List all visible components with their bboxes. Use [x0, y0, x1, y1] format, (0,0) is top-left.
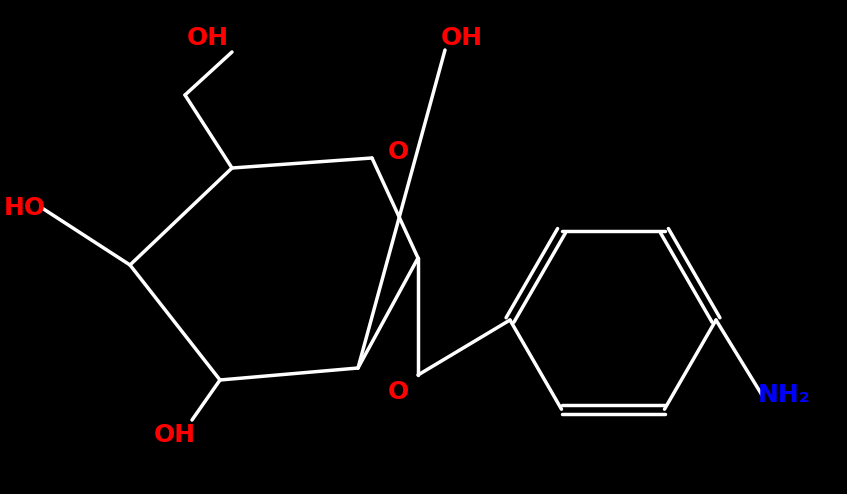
Text: NH₂: NH₂ — [758, 383, 811, 407]
Text: OH: OH — [187, 26, 229, 50]
Text: O: O — [387, 140, 408, 164]
Text: O: O — [387, 380, 408, 404]
Text: HO: HO — [4, 196, 46, 220]
Text: OH: OH — [154, 423, 196, 447]
Text: OH: OH — [441, 26, 483, 50]
